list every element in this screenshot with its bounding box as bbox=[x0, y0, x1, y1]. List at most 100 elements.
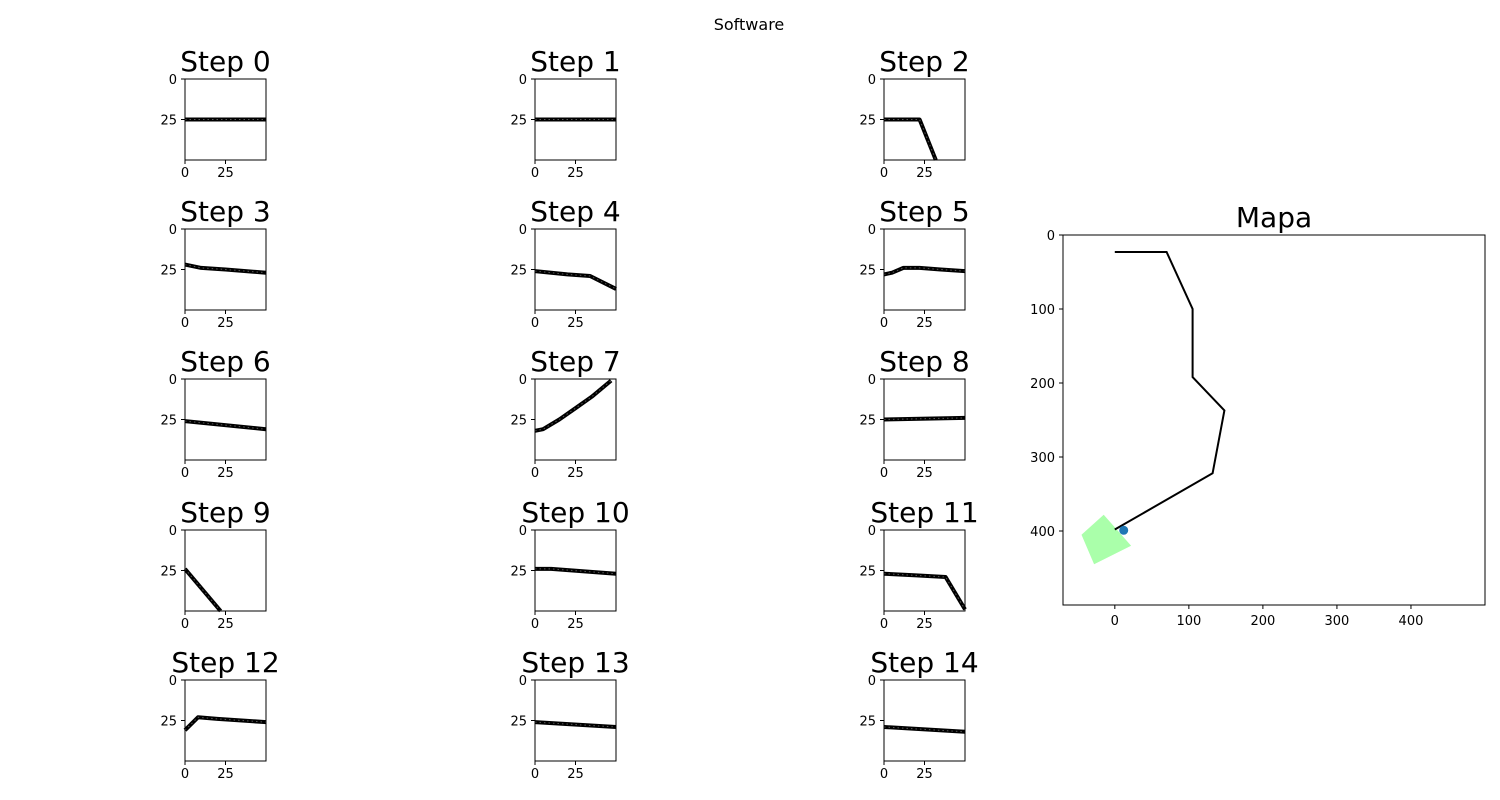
map-region bbox=[1081, 514, 1132, 565]
x-tick-label: 25 bbox=[916, 166, 933, 181]
x-tick-label: 25 bbox=[217, 617, 234, 632]
map-y-tick-label: 400 bbox=[1030, 525, 1055, 540]
y-tick-label: 0 bbox=[519, 524, 527, 539]
x-tick-label: 25 bbox=[567, 316, 584, 331]
y-tick-label: 25 bbox=[510, 264, 527, 279]
y-tick-label: 0 bbox=[519, 373, 527, 388]
axes-frame bbox=[184, 378, 267, 461]
axes-frame bbox=[534, 378, 617, 461]
x-tick-label: 0 bbox=[531, 617, 539, 632]
x-tick-label: 0 bbox=[880, 466, 888, 481]
step-line bbox=[883, 725, 966, 734]
step-line-texture bbox=[883, 417, 966, 420]
map-x-tick-label: 0 bbox=[1111, 614, 1119, 629]
step-line-texture bbox=[184, 716, 267, 731]
axes-frame bbox=[883, 679, 966, 762]
x-tick-label: 25 bbox=[916, 617, 933, 632]
map-point bbox=[1119, 525, 1129, 535]
axes-frame bbox=[534, 679, 617, 762]
step-title: Step 9 bbox=[180, 496, 270, 529]
map-x-tick-label: 100 bbox=[1176, 614, 1201, 629]
x-tick-label: 0 bbox=[531, 166, 539, 181]
step-title: Step 10 bbox=[521, 496, 629, 529]
map-y-tick-label: 200 bbox=[1030, 377, 1055, 392]
axes-frame bbox=[883, 529, 966, 612]
x-tick-label: 25 bbox=[916, 767, 933, 782]
step-line bbox=[184, 262, 267, 275]
step-line bbox=[534, 269, 617, 291]
x-tick-label: 25 bbox=[567, 466, 584, 481]
x-tick-label: 25 bbox=[567, 166, 584, 181]
map-x-tick-label: 200 bbox=[1250, 614, 1275, 629]
y-tick-label: 0 bbox=[868, 674, 876, 689]
y-tick-label: 25 bbox=[160, 414, 177, 429]
x-tick-label: 25 bbox=[217, 316, 234, 331]
step-line-texture bbox=[534, 270, 617, 290]
step-title: Step 1 bbox=[530, 45, 620, 78]
y-tick-label: 25 bbox=[160, 264, 177, 279]
y-tick-label: 0 bbox=[519, 73, 527, 88]
y-tick-label: 25 bbox=[160, 715, 177, 730]
map-y-tick-label: 100 bbox=[1030, 303, 1055, 318]
step-line-texture bbox=[883, 726, 966, 733]
map-path bbox=[1114, 251, 1226, 531]
y-tick-label: 25 bbox=[859, 715, 876, 730]
x-tick-label: 25 bbox=[217, 466, 234, 481]
step-line bbox=[884, 117, 938, 161]
step-title: Step 6 bbox=[180, 345, 270, 378]
y-tick-label: 25 bbox=[160, 114, 177, 129]
y-tick-label: 25 bbox=[510, 565, 527, 580]
step-line bbox=[183, 567, 223, 613]
step-title: Step 11 bbox=[870, 496, 978, 529]
step-title: Step 12 bbox=[171, 646, 279, 679]
x-tick-label: 25 bbox=[567, 617, 584, 632]
x-tick-label: 0 bbox=[181, 166, 189, 181]
step-title: Step 8 bbox=[879, 345, 969, 378]
step-line bbox=[883, 571, 967, 611]
y-tick-label: 0 bbox=[519, 674, 527, 689]
y-tick-label: 0 bbox=[868, 73, 876, 88]
step-title: Step 7 bbox=[530, 345, 620, 378]
y-tick-label: 25 bbox=[859, 565, 876, 580]
step-line-texture bbox=[534, 721, 617, 728]
y-tick-label: 0 bbox=[519, 223, 527, 238]
step-title: Step 4 bbox=[530, 195, 620, 228]
y-tick-label: 0 bbox=[868, 373, 876, 388]
x-tick-label: 0 bbox=[181, 466, 189, 481]
axes-frame bbox=[534, 228, 617, 311]
step-line-texture bbox=[184, 568, 221, 612]
y-tick-label: 0 bbox=[169, 223, 177, 238]
y-tick-label: 25 bbox=[510, 414, 527, 429]
x-tick-label: 25 bbox=[916, 316, 933, 331]
y-tick-label: 25 bbox=[859, 414, 876, 429]
x-tick-label: 0 bbox=[880, 617, 888, 632]
map-x-tick-label: 400 bbox=[1399, 614, 1424, 629]
step-title: Step 13 bbox=[521, 646, 629, 679]
map-y-tick-label: 0 bbox=[1047, 229, 1055, 244]
step-title: Step 2 bbox=[879, 45, 969, 78]
step-line bbox=[883, 415, 966, 422]
y-tick-label: 0 bbox=[169, 73, 177, 88]
map-axes-frame bbox=[1062, 234, 1486, 606]
step-title: Step 0 bbox=[180, 45, 270, 78]
step-line bbox=[183, 715, 267, 732]
x-tick-label: 0 bbox=[531, 466, 539, 481]
y-tick-label: 0 bbox=[169, 524, 177, 539]
x-tick-label: 0 bbox=[531, 767, 539, 782]
x-tick-label: 25 bbox=[567, 767, 584, 782]
map-x-tick-label: 300 bbox=[1325, 614, 1350, 629]
x-tick-label: 0 bbox=[181, 316, 189, 331]
x-tick-label: 0 bbox=[880, 767, 888, 782]
x-tick-label: 25 bbox=[916, 466, 933, 481]
x-tick-label: 0 bbox=[181, 767, 189, 782]
